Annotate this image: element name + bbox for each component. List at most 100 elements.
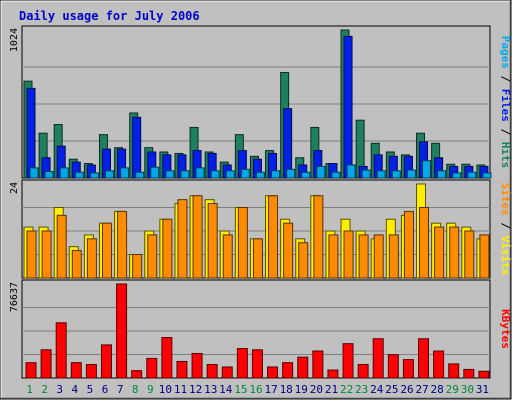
side-label-kbytes: KBytes (499, 309, 512, 349)
chart-panels: 1024 Pages / Files / Hits 24 Sites / Visits… (9, 25, 512, 396)
bar-files-day-18 (283, 108, 293, 179)
side-label-visits: Visits (499, 236, 512, 276)
bar-sites-day-17 (268, 195, 279, 279)
bar-files-day-22 (343, 35, 353, 179)
x-tick-label-30: 30 (461, 383, 474, 396)
side-label-separator: / (499, 69, 512, 89)
bar-sites-day-6 (101, 222, 112, 279)
chart-title: Daily usage for July 2006 (19, 9, 200, 23)
x-tick-label-14: 14 (219, 383, 233, 396)
bar-kbytes-day-26 (402, 359, 414, 379)
bar-sites-day-16 (252, 238, 263, 279)
x-tick-label-18: 18 (280, 383, 293, 396)
x-tick-label-8: 8 (132, 383, 139, 396)
bar-pages-day-4 (74, 171, 84, 179)
bar-kbytes-day-22 (342, 343, 354, 379)
bar-kbytes-day-1 (25, 362, 37, 379)
bar-pages-day-12 (195, 167, 205, 179)
bar-pages-day-25 (391, 170, 401, 179)
bar-sites-day-8 (132, 254, 143, 279)
bar-pages-day-30 (467, 171, 477, 179)
axis-max-label: 24 (9, 182, 20, 194)
x-tick-label-12: 12 (189, 383, 202, 396)
bar-pages-day-23 (361, 169, 371, 179)
bar-kbytes-day-28 (433, 350, 445, 379)
x-tick-label-16: 16 (249, 383, 262, 396)
bar-pages-day-18 (286, 168, 296, 179)
x-tick-label-3: 3 (56, 383, 63, 396)
side-label-separator: / (499, 216, 512, 236)
bar-pages-day-3 (59, 167, 69, 179)
bar-pages-day-21 (331, 171, 341, 179)
x-tick-label-28: 28 (431, 383, 444, 396)
bar-pages-day-19 (301, 171, 311, 179)
bar-files-day-8 (132, 116, 142, 179)
x-tick-label-15: 15 (234, 383, 247, 396)
axis-max-label: 76637 (9, 282, 20, 312)
bar-kbytes-day-31 (478, 370, 490, 379)
bar-kbytes-day-8 (131, 370, 143, 379)
x-tick-label-23: 23 (355, 383, 368, 396)
bar-sites-day-1 (26, 230, 37, 279)
bar-sites-day-23 (358, 234, 369, 279)
bar-pages-day-1 (29, 167, 39, 179)
bar-pages-day-2 (44, 170, 54, 179)
bar-kbytes-day-19 (297, 356, 309, 379)
bar-kbytes-day-4 (70, 362, 82, 379)
bar-pages-day-8 (135, 171, 145, 179)
bar-pages-day-16 (255, 171, 265, 179)
side-label: Sites / Visits (499, 183, 512, 276)
bar-kbytes-day-17 (267, 366, 279, 379)
panel-hits-files-pages: 1024 Pages / Files / Hits (9, 25, 512, 179)
bar-kbytes-day-12 (191, 352, 203, 379)
bar-pages-day-11 (180, 170, 190, 179)
panel-kbytes: 76637 KBytes (9, 279, 512, 379)
bar-pages-day-29 (452, 172, 462, 179)
bar-sites-day-5 (86, 238, 97, 279)
x-tick-label-29: 29 (446, 383, 459, 396)
bar-pages-day-6 (104, 170, 114, 179)
bar-sites-day-10 (162, 218, 173, 279)
bar-files-day-1 (26, 87, 36, 179)
bar-pages-day-27 (422, 160, 432, 179)
bar-kbytes-day-25 (387, 354, 399, 379)
x-tick-label-26: 26 (400, 383, 413, 396)
bar-pages-day-15 (240, 168, 250, 179)
bar-sites-day-9 (147, 234, 158, 279)
bar-sites-day-31 (479, 234, 490, 279)
x-tick-label-19: 19 (295, 383, 308, 396)
bar-kbytes-day-5 (85, 364, 97, 379)
x-tick-label-2: 2 (41, 383, 48, 396)
bar-pages-day-22 (346, 164, 356, 179)
bar-sites-day-12 (192, 195, 203, 279)
bar-kbytes-day-10 (161, 337, 173, 379)
bar-sites-day-26 (403, 210, 414, 279)
x-tick-label-31: 31 (476, 383, 489, 396)
bar-kbytes-day-11 (176, 360, 188, 379)
x-tick-label-25: 25 (385, 383, 398, 396)
axis-max-label: 1024 (9, 28, 20, 52)
bar-pages-day-9 (150, 166, 160, 179)
bar-sites-day-7 (117, 210, 128, 279)
bar-pages-day-14 (225, 170, 235, 179)
bar-pages-day-26 (406, 169, 416, 179)
bar-sites-day-19 (298, 242, 309, 279)
bar-kbytes-day-3 (55, 322, 67, 379)
side-label: Pages / Files / Hits (499, 36, 512, 169)
bar-kbytes-day-24 (372, 338, 384, 379)
bar-sites-day-29 (449, 226, 460, 279)
x-tick-label-10: 10 (159, 383, 172, 396)
bar-pages-day-24 (376, 170, 386, 179)
side-label-separator: / (499, 122, 512, 142)
bar-kbytes-day-29 (448, 363, 460, 379)
bar-kbytes-day-16 (251, 349, 263, 379)
side-label-sites: Sites (499, 183, 512, 216)
side-label-hits: Hits (499, 142, 512, 169)
bar-kbytes-day-30 (463, 368, 475, 379)
bar-pages-day-20 (316, 165, 326, 179)
panel-visits-sites: 24 Sites / Visits (9, 179, 512, 279)
x-tick-label-27: 27 (415, 383, 428, 396)
bar-sites-day-15 (237, 207, 248, 279)
x-tick-label-6: 6 (102, 383, 109, 396)
